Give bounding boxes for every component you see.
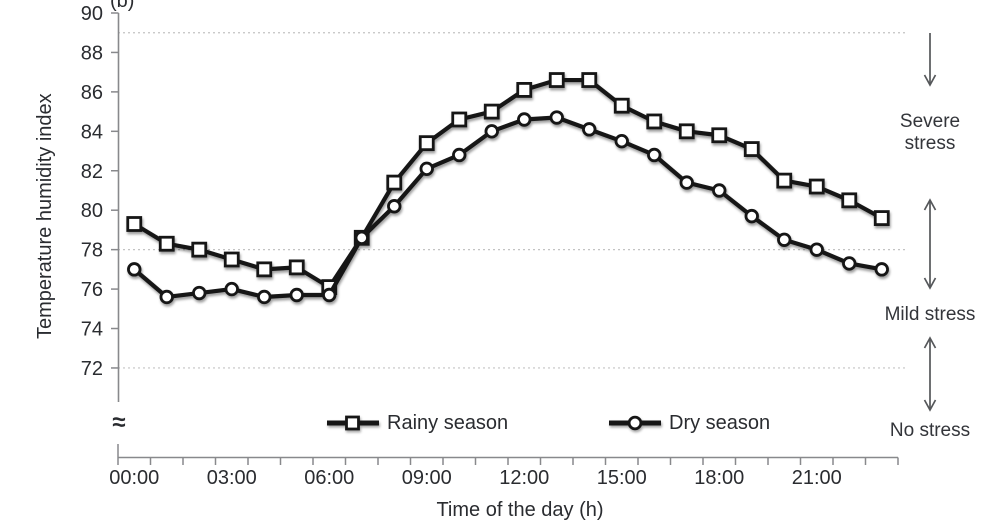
marker-rainy-season bbox=[808, 178, 825, 195]
y-tick-label: 90 bbox=[81, 3, 103, 25]
marker-dry-season bbox=[419, 161, 434, 176]
marker-dry-season bbox=[582, 122, 597, 137]
circle-marker-icon bbox=[609, 415, 661, 431]
marker-dry-season bbox=[809, 242, 824, 257]
y-tick-label: 76 bbox=[81, 279, 103, 301]
arrow-severe-stress bbox=[923, 33, 937, 87]
marker-rainy-season bbox=[451, 111, 468, 128]
x-tick-label: 15:00 bbox=[597, 467, 647, 489]
marker-rainy-season bbox=[483, 103, 500, 120]
marker-dry-season bbox=[647, 147, 662, 163]
arrow-mild-stress bbox=[923, 198, 937, 290]
marker-dry-season bbox=[354, 230, 369, 246]
y-axis-break-icon: ≈ bbox=[112, 409, 125, 436]
marker-dry-season bbox=[614, 133, 629, 149]
marker-rainy-season bbox=[288, 259, 305, 276]
marker-dry-season bbox=[224, 281, 239, 297]
legend-label-dry-season: Dry season bbox=[669, 411, 771, 434]
stress-zone-label-severe: Severe stress bbox=[899, 111, 961, 154]
marker-rainy-season bbox=[743, 141, 760, 157]
x-tick-label: 06:00 bbox=[304, 467, 354, 489]
x-tick-label: 21:00 bbox=[792, 467, 842, 489]
marker-dry-season bbox=[452, 147, 467, 163]
legend-item-rainy-season: Rainy season bbox=[326, 411, 508, 435]
marker-rainy-season bbox=[158, 235, 175, 252]
marker-rainy-season bbox=[191, 241, 208, 258]
x-tick-label: 18:00 bbox=[694, 467, 744, 489]
y-tick-label: 74 bbox=[81, 319, 103, 341]
marker-dry-season bbox=[257, 289, 272, 305]
series-line-rainy-season bbox=[132, 77, 884, 290]
marker-rainy-season bbox=[256, 261, 273, 278]
x-tick-label: 09:00 bbox=[402, 467, 452, 489]
marker-dry-season bbox=[127, 262, 142, 277]
square-marker-icon bbox=[327, 415, 379, 431]
marker-rainy-season bbox=[646, 113, 663, 130]
marker-rainy-season bbox=[613, 97, 630, 114]
x-tick-label: 03:00 bbox=[207, 467, 257, 489]
y-tick-label: 88 bbox=[81, 42, 103, 64]
marker-rainy-season bbox=[678, 123, 695, 140]
x-tick-label: 00:00 bbox=[109, 467, 159, 489]
marker-dry-season bbox=[192, 285, 207, 301]
y-tick-label: 80 bbox=[81, 200, 103, 222]
y-tick-label: 82 bbox=[81, 161, 103, 183]
marker-dry-season bbox=[712, 183, 727, 198]
marker-dry-season bbox=[387, 199, 402, 214]
marker-rainy-season bbox=[386, 174, 403, 191]
y-tick-label: 78 bbox=[81, 240, 103, 262]
stress-zone-label-mild: Mild stress bbox=[884, 304, 976, 325]
series-group bbox=[126, 72, 890, 305]
marker-rainy-season bbox=[711, 127, 728, 144]
arrow-no-stress bbox=[923, 336, 937, 412]
marker-dry-season bbox=[517, 112, 532, 127]
marker-dry-season bbox=[159, 289, 174, 305]
marker-dry-season bbox=[322, 287, 337, 303]
marker-rainy-season bbox=[776, 172, 793, 189]
marker-dry-season bbox=[842, 256, 857, 271]
x-axis-title: Time of the day (h) bbox=[436, 499, 604, 521]
y-tick-label: 72 bbox=[81, 358, 103, 380]
stress-zone-label-none: No stress bbox=[889, 420, 971, 441]
panel-label: (b) bbox=[110, 0, 134, 12]
y-tick-label: 86 bbox=[81, 82, 103, 104]
marker-dry-season bbox=[549, 110, 564, 125]
marker-dry-season bbox=[874, 262, 889, 277]
marker-rainy-season bbox=[873, 210, 890, 226]
marker-dry-season bbox=[744, 208, 759, 224]
marker-dry-season bbox=[777, 232, 792, 247]
marker-rainy-season bbox=[548, 72, 565, 88]
marker-dry-season bbox=[484, 124, 499, 139]
legend-item-dry-season: Dry season bbox=[608, 411, 770, 435]
marker-rainy-season bbox=[841, 192, 858, 209]
marker-rainy-season bbox=[126, 216, 143, 232]
y-tick-label: 84 bbox=[81, 121, 103, 143]
marker-rainy-season bbox=[581, 72, 598, 88]
marker-dry-season bbox=[289, 287, 304, 303]
marker-dry-season bbox=[679, 175, 694, 190]
legend-label-rainy-season: Rainy season bbox=[387, 411, 509, 434]
marker-rainy-season bbox=[516, 82, 533, 98]
y-axis-title: Temperature humidity index bbox=[34, 93, 56, 339]
series-line-dry-season bbox=[132, 115, 884, 300]
marker-rainy-season bbox=[418, 135, 435, 152]
marker-rainy-season bbox=[223, 251, 240, 268]
x-tick-label: 12:00 bbox=[499, 467, 549, 489]
